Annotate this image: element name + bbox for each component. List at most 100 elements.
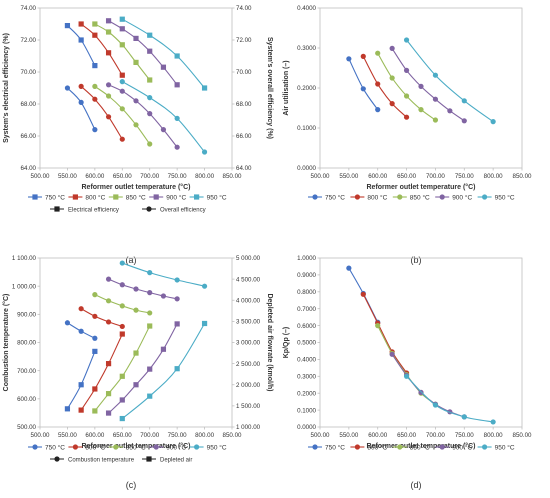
data-point bbox=[105, 319, 112, 325]
data-point bbox=[119, 373, 125, 379]
data-point bbox=[64, 406, 71, 412]
series-750-c-combustion-temperature bbox=[64, 320, 98, 341]
y-right-tick-label: 66.00 bbox=[236, 133, 252, 140]
data-point bbox=[461, 98, 467, 104]
x-tick-label: 550.00 bbox=[339, 432, 358, 439]
data-point bbox=[389, 101, 395, 107]
legend-label: 750 °C bbox=[325, 443, 345, 451]
data-point bbox=[201, 85, 208, 91]
data-point bbox=[119, 331, 125, 337]
data-point bbox=[78, 407, 84, 413]
plot-frame bbox=[39, 7, 233, 169]
y-tick-label: 68.00 bbox=[21, 101, 37, 108]
data-point bbox=[147, 310, 153, 316]
y-tick-label: 0.3000 bbox=[297, 374, 316, 381]
data-point bbox=[92, 96, 98, 102]
x-tick-label: 800.00 bbox=[484, 432, 503, 439]
data-point bbox=[119, 106, 125, 112]
data-point bbox=[147, 141, 153, 147]
series-line bbox=[362, 294, 408, 374]
y-tick-label: 0.8000 bbox=[297, 289, 316, 296]
x-tick-label: 500.00 bbox=[31, 432, 50, 439]
series-850-c-overall-efficiency bbox=[92, 83, 153, 147]
x-tick-label: 700.00 bbox=[426, 173, 445, 180]
data-point bbox=[360, 291, 366, 297]
series-line bbox=[122, 81, 206, 153]
y-tick-label: 1 100.00 bbox=[12, 255, 37, 262]
series-850-c-electrical-efficiency bbox=[92, 21, 153, 83]
x-tick-label: 600.00 bbox=[368, 173, 387, 180]
series-850-c-depleted-air bbox=[92, 323, 153, 414]
chart-panel-b: 500.00 550.00 600.00 650.00 700.00 750.00 800.… bbox=[283, 5, 532, 265]
series-line bbox=[94, 85, 151, 145]
x-tick-label: 550.00 bbox=[339, 173, 358, 180]
legend-label: 900 °C bbox=[452, 443, 472, 451]
data-point bbox=[346, 56, 352, 62]
series-950-c-overall-efficiency bbox=[119, 79, 208, 155]
data-point bbox=[490, 419, 496, 425]
data-point bbox=[432, 117, 439, 123]
series-750-c-overall-efficiency bbox=[64, 85, 98, 133]
legend-marker bbox=[397, 194, 403, 200]
data-point bbox=[92, 292, 98, 298]
data-point bbox=[92, 386, 98, 392]
data-point bbox=[432, 96, 439, 102]
data-point bbox=[174, 82, 180, 88]
legend-label: 950 °C bbox=[495, 443, 515, 451]
data-point bbox=[389, 75, 395, 81]
y-right-tick-label: 4 000.00 bbox=[236, 297, 261, 304]
data-point bbox=[119, 79, 125, 85]
data-point bbox=[174, 277, 180, 283]
x-tick-label: 600.00 bbox=[368, 432, 387, 439]
data-point bbox=[119, 26, 125, 32]
chart-panel-a: 500.00 550.00 600.00 650.00 700.00 750.00 800.… bbox=[3, 5, 273, 265]
y-tick-label: 1 000.00 bbox=[12, 283, 37, 290]
data-point bbox=[78, 382, 84, 388]
legend-marker bbox=[146, 206, 152, 212]
legend-label: 750 °C bbox=[325, 193, 345, 201]
series-950-c-electrical-efficiency bbox=[119, 16, 208, 91]
y-right-tick-label: 2 000.00 bbox=[236, 382, 261, 389]
legend-marker bbox=[482, 444, 488, 450]
x-axis-title: Reformer outlet temperature (°C) bbox=[82, 442, 191, 450]
legend-marker bbox=[354, 194, 360, 200]
data-point bbox=[375, 107, 381, 113]
data-point bbox=[119, 303, 125, 309]
x-tick-label: 650.00 bbox=[397, 432, 416, 439]
y-tick-label: 0.4000 bbox=[297, 5, 316, 12]
y-tick-label: 64.00 bbox=[21, 165, 37, 172]
y-tick-label: 72.00 bbox=[21, 37, 37, 44]
y-tick-label: 0.0000 bbox=[297, 424, 316, 431]
x-tick-label: 550.00 bbox=[58, 432, 77, 439]
series-950-c-depleted-air bbox=[119, 320, 208, 422]
series-line bbox=[94, 23, 151, 81]
data-point bbox=[403, 37, 410, 43]
data-point bbox=[346, 265, 352, 271]
panel-caption: (a) bbox=[126, 255, 137, 265]
series-line bbox=[122, 18, 206, 89]
y-tick-label: 1.0000 bbox=[297, 255, 316, 262]
legend-label: Electrical efficiency bbox=[68, 207, 119, 213]
series-900-c-electrical-efficiency bbox=[105, 18, 180, 88]
chart-panel-c: 500.00 550.00 600.00 650.00 700.00 750.00 800.… bbox=[2, 255, 273, 490]
legend: 750 °C 800 °C 850 °C 900 °C 950 °C bbox=[308, 443, 515, 451]
y-right-tick-label: 72.00 bbox=[236, 37, 252, 44]
y-tick-label: 800.00 bbox=[17, 340, 36, 347]
series-800-c-overall-efficiency bbox=[78, 83, 125, 142]
y-right-tick-label: 3 000.00 bbox=[236, 340, 261, 347]
data-point bbox=[174, 321, 180, 327]
data-point bbox=[403, 67, 410, 73]
series-line bbox=[66, 351, 96, 410]
y-tick-label: 0.6000 bbox=[297, 323, 316, 330]
data-point bbox=[133, 307, 139, 313]
legend: 750 °C 800 °C 850 °C 900 °C 950 °C Electrical… bbox=[28, 193, 227, 213]
data-point bbox=[133, 35, 139, 41]
x-axis-title: Reformer outlet temperature (°C) bbox=[367, 183, 476, 191]
y-right-tick-label: 64.00 bbox=[236, 165, 252, 172]
x-tick-label: 500.00 bbox=[31, 173, 50, 180]
data-point bbox=[105, 50, 112, 56]
legend-marker bbox=[72, 194, 78, 200]
legend-label: 950 °C bbox=[495, 193, 515, 201]
y-tick-label: 0.5000 bbox=[297, 340, 316, 347]
y-tick-label: 0.9000 bbox=[297, 272, 316, 279]
